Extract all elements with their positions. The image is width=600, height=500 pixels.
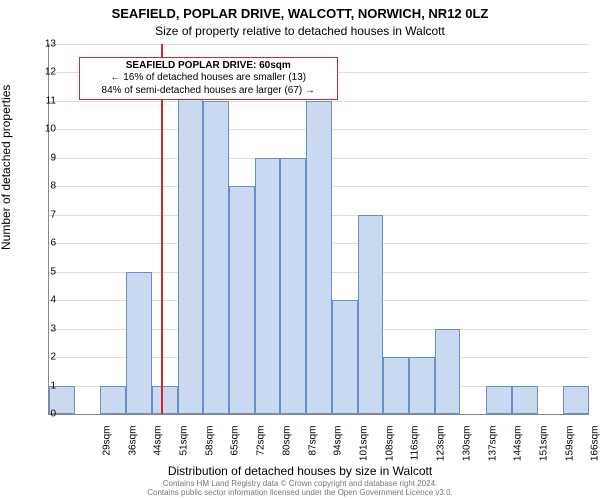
- histogram-bar: [203, 101, 229, 414]
- histogram-bar: [126, 272, 152, 414]
- y-tick-label: 6: [36, 238, 56, 249]
- annotation-line-3: 84% of semi-detached houses are larger (…: [84, 85, 333, 98]
- x-tick-label: 144sqm: [513, 426, 524, 476]
- x-tick-label: 51sqm: [179, 426, 190, 476]
- x-tick-label: 36sqm: [127, 426, 138, 476]
- annotation-box: SEAFIELD POPLAR DRIVE: 60sqm← 16% of det…: [79, 57, 338, 101]
- histogram-bar: [152, 386, 178, 414]
- histogram-bar: [255, 158, 281, 414]
- y-tick-label: 4: [36, 295, 56, 306]
- x-tick-label: 72sqm: [256, 426, 267, 476]
- histogram-bar: [409, 357, 435, 414]
- y-tick-label: 3: [36, 323, 56, 334]
- histogram-bar: [306, 101, 332, 414]
- annotation-line-2: ← 16% of detached houses are smaller (13…: [84, 72, 333, 85]
- histogram-bar: [100, 386, 126, 414]
- histogram-bar: [383, 357, 409, 414]
- y-tick-label: 2: [36, 352, 56, 363]
- x-tick-label: 65sqm: [230, 426, 241, 476]
- footer-attribution: Contains HM Land Registry data © Crown c…: [0, 480, 600, 498]
- x-tick-label: 94sqm: [333, 426, 344, 476]
- x-tick-label: 159sqm: [564, 426, 575, 476]
- y-tick-label: 11: [36, 95, 56, 106]
- x-tick-label: 137sqm: [487, 426, 498, 476]
- histogram-bar: [512, 386, 538, 414]
- x-tick-label: 151sqm: [539, 426, 550, 476]
- histogram-bar: [358, 215, 384, 414]
- y-tick-label: 5: [36, 266, 56, 277]
- y-tick-label: 13: [36, 39, 56, 50]
- histogram-bar: [280, 158, 306, 414]
- chart-container: SEAFIELD, POPLAR DRIVE, WALCOTT, NORWICH…: [0, 0, 600, 500]
- y-tick-label: 8: [36, 181, 56, 192]
- y-tick-label: 12: [36, 67, 56, 78]
- title-line-2: Size of property relative to detached ho…: [0, 24, 600, 38]
- x-tick-label: 166sqm: [590, 426, 600, 476]
- annotation-line-1: SEAFIELD POPLAR DRIVE: 60sqm: [84, 60, 333, 73]
- footer-line-1: Contains HM Land Registry data © Crown c…: [163, 479, 438, 488]
- x-tick-label: 44sqm: [153, 426, 164, 476]
- histogram-bar: [178, 72, 204, 414]
- y-tick-label: 0: [36, 409, 56, 420]
- plot-area: SEAFIELD POPLAR DRIVE: 60sqm← 16% of det…: [48, 44, 589, 415]
- x-tick-label: 101sqm: [359, 426, 370, 476]
- histogram-bar: [435, 329, 461, 414]
- footer-line-2: Contains public sector information licen…: [147, 488, 453, 497]
- y-tick-label: 1: [36, 380, 56, 391]
- histogram-bar: [486, 386, 512, 414]
- y-tick-label: 9: [36, 152, 56, 163]
- title-line-1: SEAFIELD, POPLAR DRIVE, WALCOTT, NORWICH…: [0, 6, 600, 21]
- x-tick-label: 29sqm: [101, 426, 112, 476]
- x-tick-label: 130sqm: [461, 426, 472, 476]
- x-tick-label: 123sqm: [436, 426, 447, 476]
- y-tick-label: 7: [36, 209, 56, 220]
- x-tick-label: 80sqm: [281, 426, 292, 476]
- y-tick-label: 10: [36, 124, 56, 135]
- histogram-bar: [229, 186, 255, 414]
- x-tick-label: 87sqm: [307, 426, 318, 476]
- histogram-bar: [332, 300, 358, 414]
- x-axis-label: Distribution of detached houses by size …: [0, 464, 600, 478]
- x-tick-label: 58sqm: [204, 426, 215, 476]
- gridline: [49, 44, 589, 45]
- histogram-bar: [563, 386, 589, 414]
- y-axis-label: Number of detached properties: [0, 85, 13, 250]
- x-tick-label: 108sqm: [384, 426, 395, 476]
- x-tick-label: 116sqm: [410, 426, 421, 476]
